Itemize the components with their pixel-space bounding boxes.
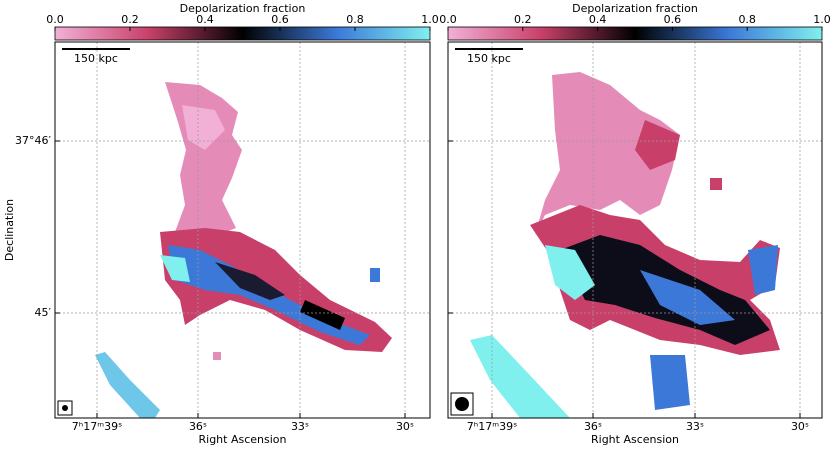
- colorbar: [54, 26, 431, 41]
- x-tick-label: 30ˢ: [791, 420, 809, 433]
- beam: [62, 405, 68, 411]
- x-axis-label: Right Ascension: [591, 433, 679, 446]
- colorbar-tick-label: 0.0: [46, 13, 64, 26]
- x-tick-label: 33ˢ: [686, 420, 704, 433]
- depolarization-map: [470, 72, 780, 418]
- colorbar-tick-label: 0.8: [346, 13, 364, 26]
- colorbar-tick-label: 0.4: [589, 13, 607, 26]
- x-tick-label: 7ʰ17ᵐ39ˢ: [467, 420, 517, 433]
- colorbar-tick-label: 1.0: [421, 13, 439, 26]
- x-tick-label: 30ˢ: [396, 420, 414, 433]
- colorbar: [447, 26, 823, 41]
- scale-bar-label: 150 kpc: [74, 52, 118, 65]
- colorbar-label: Depolarization fraction: [572, 2, 698, 15]
- colorbar-tick-label: 0.6: [664, 13, 682, 26]
- y-tick-label: 45′: [35, 306, 52, 319]
- colorbar-tick-label: 0.0: [439, 13, 457, 26]
- x-axis-label: Right Ascension: [199, 433, 287, 446]
- colorbar-tick-label: 0.4: [196, 13, 214, 26]
- y-tick-label: 37°46′: [15, 134, 51, 147]
- x-tick-label: 36ˢ: [189, 420, 207, 433]
- x-tick-label: 7ʰ17ᵐ39ˢ: [72, 420, 122, 433]
- x-tick-label: 33ˢ: [291, 420, 309, 433]
- plot-frame: [54, 41, 431, 419]
- colorbar-tick-label: 0.2: [514, 13, 532, 26]
- colorbar-label: Depolarization fraction: [180, 2, 306, 15]
- y-axis-label: Declination: [3, 199, 16, 261]
- depolarization-map: [95, 82, 392, 418]
- scale-bar-label: 150 kpc: [467, 52, 511, 65]
- colorbar-tick-label: 0.2: [121, 13, 139, 26]
- x-tick-label: 36ˢ: [584, 420, 602, 433]
- beam: [455, 397, 469, 411]
- colorbar-tick-label: 0.6: [271, 13, 289, 26]
- plot-frame: [447, 41, 823, 419]
- colorbar-tick-label: 1.0: [813, 13, 831, 26]
- colorbar-tick-label: 0.8: [738, 13, 756, 26]
